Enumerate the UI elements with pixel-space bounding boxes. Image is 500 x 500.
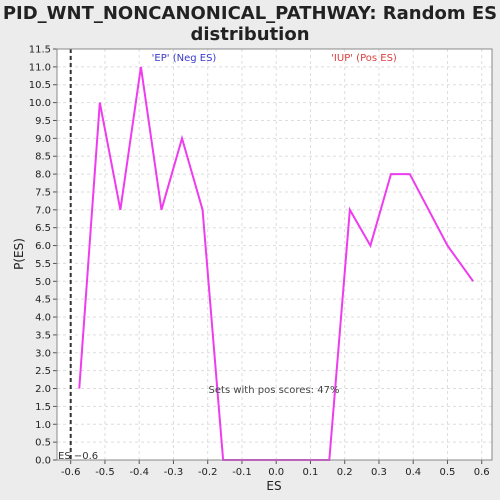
chart-title-line2: distribution [190, 24, 309, 45]
y-tick-label: 10.5 [29, 80, 51, 91]
y-tick-label: 2.5 [35, 366, 51, 377]
x-tick-label: -0.1 [232, 467, 252, 478]
x-tick-label: -0.2 [198, 467, 218, 478]
x-tick-label: 0.1 [303, 467, 319, 478]
actual-es-label: ES −0.6 [58, 451, 98, 462]
y-tick-label: 1.5 [35, 402, 51, 413]
x-tick-label: 0.5 [440, 467, 456, 478]
x-axis-label: ES [266, 479, 281, 493]
x-tick-label: -0.6 [61, 467, 81, 478]
x-tick-label: 0.4 [405, 467, 421, 478]
y-tick-label: 1.0 [35, 420, 51, 431]
y-tick-label: 0.5 [35, 438, 51, 449]
y-tick-label: 5.0 [35, 277, 51, 288]
x-axis-ticks: -0.6 -0.5 -0.4 -0.3 -0.2 -0.1 0.0 0.1 0.2 0.3 0.4 0… [61, 460, 490, 478]
x-tick-label: 0.2 [337, 467, 353, 478]
y-tick-label: 6.0 [35, 241, 51, 252]
y-tick-label: 2.0 [35, 384, 51, 395]
x-tick-label: -0.3 [164, 467, 184, 478]
y-tick-label: 3.5 [35, 330, 51, 341]
y-tick-label: 11.0 [29, 62, 51, 73]
pos-scores-annotation: Sets with pos scores: 47% [209, 385, 340, 396]
y-tick-label: 9.5 [35, 116, 51, 127]
y-tick-label: 7.0 [35, 205, 51, 216]
y-tick-label: 8.5 [35, 152, 51, 163]
x-tick-label: 0.0 [268, 467, 284, 478]
x-tick-label: 0.6 [474, 467, 490, 478]
y-tick-label: 8.0 [35, 170, 51, 181]
pos-es-annotation: 'IUP' (Pos ES) [331, 53, 397, 64]
neg-es-annotation: 'EP' (Neg ES) [152, 53, 217, 64]
chart-title-line1: PID_WNT_NONCANONICAL_PATHWAY: Random ES [3, 3, 497, 24]
y-tick-label: 9.0 [35, 134, 51, 145]
y-tick-label: 4.0 [35, 313, 51, 324]
y-axis-label: P(ES) [12, 238, 26, 270]
x-tick-label: -0.5 [95, 467, 115, 478]
y-tick-label: 5.5 [35, 259, 51, 270]
y-tick-label: 3.0 [35, 348, 51, 359]
y-tick-label: 4.5 [35, 295, 51, 306]
y-axis-ticks: 0.0 0.5 1.0 1.5 2.0 2.5 3.0 3.5 4.0 4.5 5.0 5.5 6.0 6… [29, 45, 57, 467]
plot-border [56, 48, 493, 461]
plot-area [57, 49, 492, 460]
x-tick-label: -0.4 [129, 467, 149, 478]
y-tick-label: 7.5 [35, 187, 51, 198]
x-tick-label: 0.3 [371, 467, 387, 478]
y-tick-label: 10.0 [29, 98, 51, 109]
y-tick-label: 0.0 [35, 456, 51, 467]
y-tick-label: 6.5 [35, 223, 51, 234]
y-tick-label: 11.5 [29, 45, 51, 56]
